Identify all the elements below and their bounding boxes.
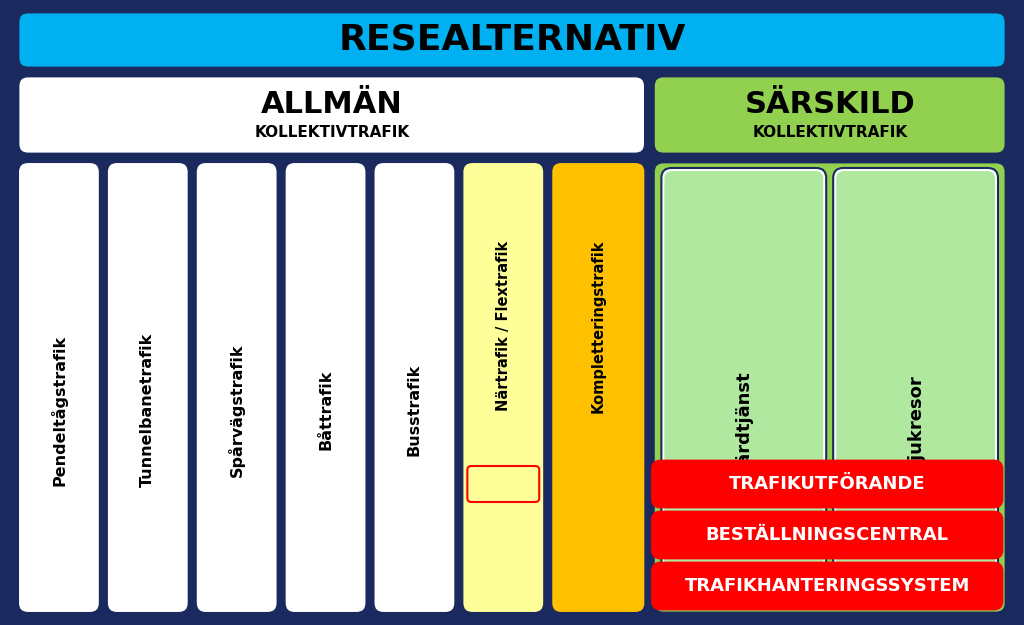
FancyBboxPatch shape <box>837 171 995 604</box>
FancyBboxPatch shape <box>652 461 1002 507</box>
FancyBboxPatch shape <box>652 512 1002 558</box>
FancyBboxPatch shape <box>652 563 1002 609</box>
Text: Pendeltågstrafik: Pendeltågstrafik <box>50 334 68 486</box>
Text: KOLLEKTIVTRAFIK: KOLLEKTIVTRAFIK <box>752 126 907 141</box>
Text: Närtrafik / Flextrafik: Närtrafik / Flextrafik <box>496 241 511 411</box>
FancyBboxPatch shape <box>662 168 826 607</box>
Text: BESTÄLLNINGSCENTRAL: BESTÄLLNINGSCENTRAL <box>706 526 948 544</box>
Text: TRAFIKUTFÖRANDE: TRAFIKUTFÖRANDE <box>729 475 926 493</box>
Text: RESEALTERNATIV: RESEALTERNATIV <box>338 23 686 57</box>
FancyBboxPatch shape <box>834 168 998 607</box>
Text: Färdtjänst: Färdtjänst <box>735 371 753 474</box>
Text: ALLMÄN: ALLMÄN <box>261 91 402 119</box>
Text: Båttrafik: Båttrafik <box>318 370 333 450</box>
FancyBboxPatch shape <box>653 76 1006 154</box>
FancyBboxPatch shape <box>653 162 1006 613</box>
Text: Tunnelbanetrafik: Tunnelbanetrafik <box>140 333 156 487</box>
Text: Spårvägstrafik: Spårvägstrafik <box>228 343 245 477</box>
Text: Sjukresor: Sjukresor <box>906 374 925 471</box>
Text: SÄRSKILD: SÄRSKILD <box>744 91 915 119</box>
FancyBboxPatch shape <box>18 162 100 613</box>
FancyBboxPatch shape <box>551 162 645 613</box>
FancyBboxPatch shape <box>196 162 278 613</box>
FancyBboxPatch shape <box>18 12 1006 68</box>
FancyBboxPatch shape <box>106 162 188 613</box>
FancyBboxPatch shape <box>374 162 456 613</box>
FancyBboxPatch shape <box>467 466 540 502</box>
Text: KOLLEKTIVTRAFIK: KOLLEKTIVTRAFIK <box>254 126 410 141</box>
Text: TRAFIKHANTERINGSSYSTEM: TRAFIKHANTERINGSSYSTEM <box>684 577 970 595</box>
FancyBboxPatch shape <box>18 76 645 154</box>
Text: Busstrafik: Busstrafik <box>407 364 422 456</box>
FancyBboxPatch shape <box>285 162 367 613</box>
FancyBboxPatch shape <box>463 162 544 613</box>
FancyBboxPatch shape <box>665 171 823 604</box>
Text: Kompletteringstrafik: Kompletteringstrafik <box>591 239 606 412</box>
